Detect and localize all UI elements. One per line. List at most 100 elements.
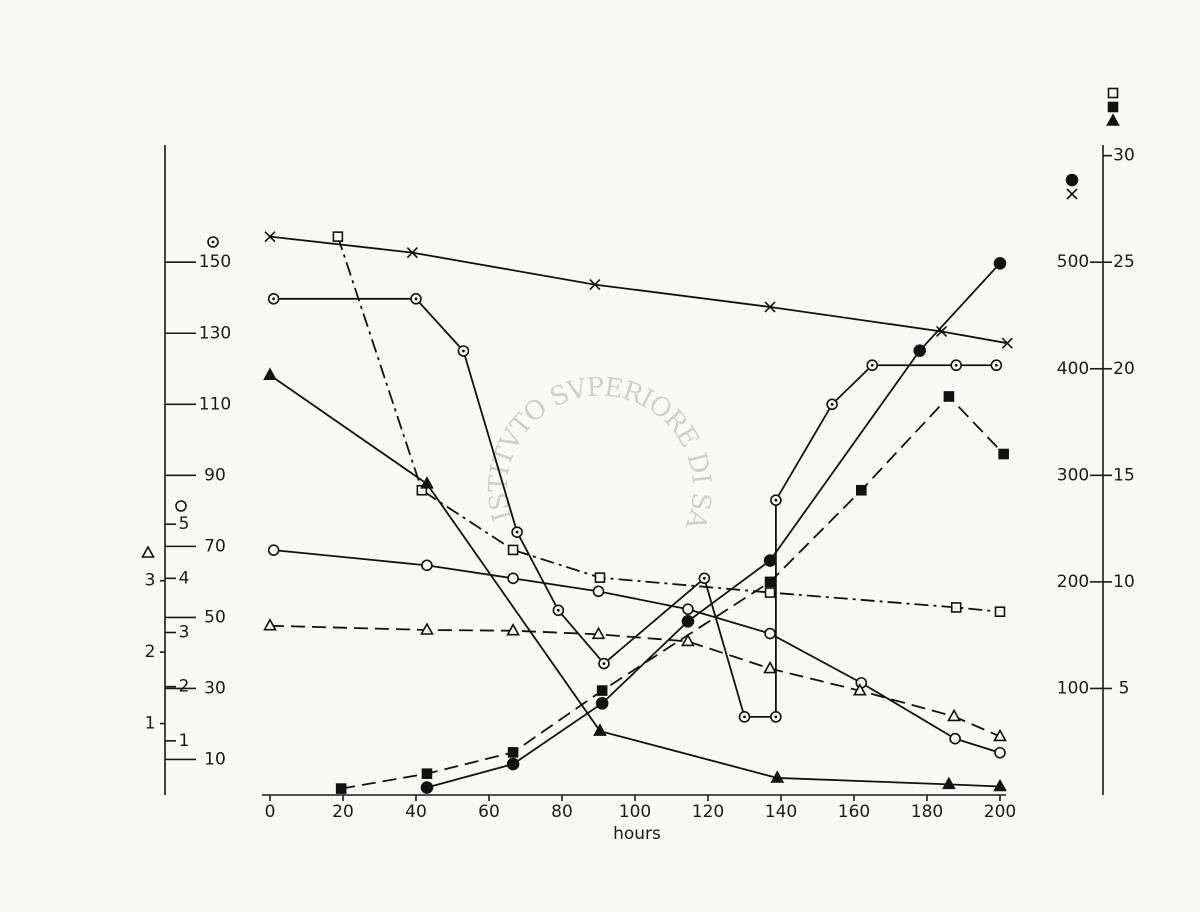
data-point bbox=[592, 585, 605, 598]
series-line bbox=[269, 235, 1008, 345]
data-point bbox=[763, 554, 777, 567]
marker-part bbox=[507, 544, 519, 556]
data-point bbox=[993, 778, 1007, 792]
y-tick-label: 150 bbox=[199, 252, 231, 272]
marker-part bbox=[406, 247, 418, 259]
axis-symbol bbox=[1066, 188, 1078, 200]
data-point bbox=[993, 728, 1007, 742]
marker-part bbox=[774, 498, 778, 502]
data-point bbox=[420, 622, 434, 635]
marker-part bbox=[594, 572, 606, 583]
marker-part bbox=[682, 603, 694, 616]
marker-part bbox=[506, 757, 520, 771]
series-line bbox=[269, 374, 1001, 788]
data-point bbox=[1001, 337, 1013, 349]
marker-part bbox=[764, 627, 776, 640]
marker-part bbox=[507, 572, 519, 585]
data-point bbox=[990, 359, 1003, 372]
data-point bbox=[593, 723, 607, 736]
x-tick-label: 180 bbox=[911, 802, 943, 822]
marker-part bbox=[592, 585, 605, 598]
marker-part bbox=[943, 391, 955, 402]
x-tick-label: 200 bbox=[984, 802, 1016, 822]
marker-part bbox=[993, 256, 1007, 270]
y3-tick-label: 200 bbox=[1057, 572, 1089, 592]
marker-part bbox=[1065, 173, 1079, 187]
data-point bbox=[596, 685, 608, 696]
marker-part bbox=[702, 576, 706, 580]
data-point bbox=[506, 623, 520, 636]
marker-part bbox=[743, 715, 746, 719]
data-point bbox=[591, 626, 606, 640]
marker-part bbox=[947, 708, 961, 722]
x-tick-label: 0 bbox=[265, 802, 276, 822]
data-point bbox=[866, 359, 879, 372]
marker-part bbox=[332, 231, 344, 242]
marker-part bbox=[420, 476, 434, 489]
data-point bbox=[594, 572, 606, 583]
data-point bbox=[264, 231, 276, 243]
x-tick-label: 120 bbox=[692, 802, 724, 822]
marker-part bbox=[264, 231, 276, 243]
data-point bbox=[507, 572, 519, 585]
x-axis-label: hours bbox=[613, 824, 661, 844]
marker-part bbox=[913, 344, 927, 357]
marker-part bbox=[763, 660, 777, 674]
marker-part bbox=[1001, 337, 1013, 349]
data-point bbox=[936, 325, 948, 338]
marker-part bbox=[591, 626, 606, 640]
data-point bbox=[993, 256, 1007, 270]
marker-part bbox=[515, 530, 519, 534]
data-point bbox=[457, 345, 470, 357]
marker-part bbox=[994, 606, 1006, 618]
data-point bbox=[947, 708, 961, 722]
axis-symbol bbox=[1107, 101, 1119, 113]
marker-part bbox=[1066, 188, 1078, 200]
y2-tick-label: 25 bbox=[1113, 252, 1135, 272]
data-point bbox=[770, 770, 785, 783]
y4-tick-label: 4 bbox=[179, 568, 190, 588]
y4-tick-label: 5 bbox=[179, 514, 190, 534]
marker-part bbox=[855, 484, 867, 496]
data-point bbox=[410, 292, 422, 305]
y3-tick-label: 500 bbox=[1057, 252, 1089, 272]
marker-part bbox=[263, 618, 277, 631]
marker-part bbox=[681, 633, 695, 647]
data-point bbox=[263, 618, 277, 631]
marker-part bbox=[462, 349, 465, 353]
data-point bbox=[506, 757, 520, 771]
data-point bbox=[420, 476, 434, 489]
data-point bbox=[598, 657, 610, 670]
data-point bbox=[507, 544, 519, 556]
data-point bbox=[267, 544, 280, 556]
marker-part bbox=[870, 363, 874, 367]
data-point bbox=[681, 633, 695, 647]
data-point bbox=[332, 231, 344, 242]
marker-part bbox=[267, 544, 280, 556]
data-point bbox=[595, 697, 609, 710]
x-tick-label: 20 bbox=[332, 802, 354, 822]
marker-part bbox=[589, 279, 601, 291]
marker-part bbox=[141, 545, 155, 558]
marker-part bbox=[993, 728, 1007, 742]
data-point bbox=[764, 627, 776, 640]
x-tick-label: 60 bbox=[478, 802, 500, 822]
marker-part bbox=[211, 240, 215, 244]
marker-part bbox=[1107, 101, 1119, 113]
data-point bbox=[421, 768, 433, 779]
marker-part bbox=[998, 448, 1009, 460]
marker-part bbox=[763, 554, 777, 567]
marker-part bbox=[556, 608, 560, 612]
x-tick-label: 140 bbox=[765, 802, 797, 822]
y5-tick-label: 3 bbox=[145, 571, 156, 591]
y2-tick-label: 10 bbox=[1113, 572, 1135, 592]
axis-symbol bbox=[207, 236, 219, 248]
marker-part bbox=[420, 781, 434, 794]
x-tick-label: 40 bbox=[405, 802, 427, 822]
y4-tick-label: 2 bbox=[179, 677, 190, 697]
y2-tick-label: 20 bbox=[1113, 359, 1135, 379]
data-point bbox=[420, 781, 434, 794]
